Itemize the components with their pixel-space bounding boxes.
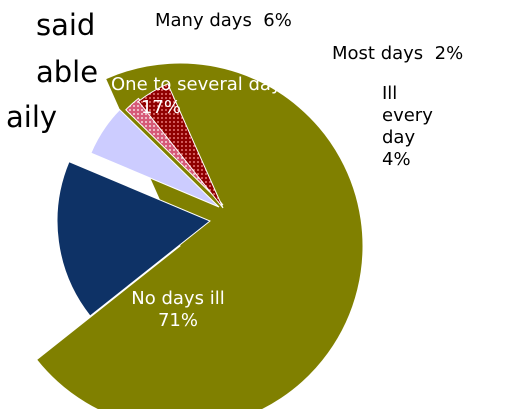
slice-many-days	[90, 108, 220, 208]
slice-most-days	[125, 97, 224, 206]
label-one-to-several-days: One to several days 17%	[111, 73, 291, 119]
label-many-days-pct: 6%	[263, 10, 292, 31]
label-many-days: Many days 6%	[155, 10, 292, 32]
label-most-days-name: Most days	[332, 43, 424, 64]
label-one-to-several-days-pct: 17%	[140, 97, 181, 118]
slice-ill-every-day	[137, 83, 224, 209]
slice-one-to-several-days	[56, 161, 211, 317]
title-fragment-able: able	[36, 55, 99, 89]
label-ill-every-day: Ill every day 4%	[382, 83, 452, 171]
label-no-days-ill-pct: 71%	[157, 310, 198, 331]
slice-no-days-ill	[35, 62, 364, 409]
label-no-days-ill: No days ill 71%	[98, 288, 258, 332]
title-fragment-aily: aily	[6, 100, 58, 134]
label-most-days: Most days 2%	[332, 43, 463, 65]
label-ill-every-day-name: Ill every day	[382, 83, 433, 148]
label-ill-every-day-pct: 4%	[382, 149, 411, 170]
title-fragment-said: said	[36, 8, 96, 42]
label-most-days-pct: 2%	[434, 43, 464, 64]
label-one-to-several-days-name: One to several days	[111, 74, 291, 95]
label-many-days-name: Many days	[155, 10, 252, 31]
label-no-days-ill-name: No days ill	[131, 288, 225, 309]
